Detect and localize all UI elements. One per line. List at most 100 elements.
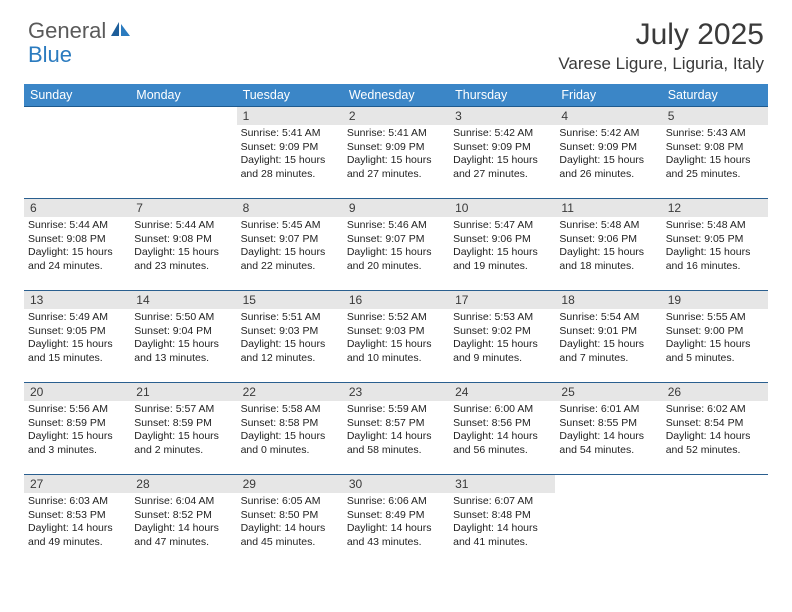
day-number: 22 bbox=[237, 383, 343, 401]
day-number: 30 bbox=[343, 475, 449, 493]
weekday-header: Tuesday bbox=[237, 84, 343, 107]
calendar-cell: .. bbox=[130, 107, 236, 199]
day-details: Sunrise: 5:48 AMSunset: 9:05 PMDaylight:… bbox=[662, 217, 768, 276]
calendar-row: 13Sunrise: 5:49 AMSunset: 9:05 PMDayligh… bbox=[24, 291, 768, 383]
calendar-cell: 13Sunrise: 5:49 AMSunset: 9:05 PMDayligh… bbox=[24, 291, 130, 383]
logo-text-general: General bbox=[28, 18, 106, 44]
calendar-cell: 15Sunrise: 5:51 AMSunset: 9:03 PMDayligh… bbox=[237, 291, 343, 383]
day-number: 11 bbox=[555, 199, 661, 217]
calendar-cell: 20Sunrise: 5:56 AMSunset: 8:59 PMDayligh… bbox=[24, 383, 130, 475]
day-details: Sunrise: 5:52 AMSunset: 9:03 PMDaylight:… bbox=[343, 309, 449, 368]
day-details: Sunrise: 5:49 AMSunset: 9:05 PMDaylight:… bbox=[24, 309, 130, 368]
header: General July 2025 Varese Ligure, Liguria… bbox=[0, 0, 792, 78]
day-details: Sunrise: 5:42 AMSunset: 9:09 PMDaylight:… bbox=[555, 125, 661, 184]
day-number: 24 bbox=[449, 383, 555, 401]
title-block: July 2025 Varese Ligure, Liguria, Italy bbox=[558, 18, 764, 74]
day-number: 27 bbox=[24, 475, 130, 493]
day-number: 8 bbox=[237, 199, 343, 217]
calendar-table: SundayMondayTuesdayWednesdayThursdayFrid… bbox=[24, 84, 768, 567]
logo: General bbox=[28, 18, 134, 44]
day-number: 18 bbox=[555, 291, 661, 309]
day-details: Sunrise: 5:44 AMSunset: 9:08 PMDaylight:… bbox=[130, 217, 236, 276]
day-details: Sunrise: 5:45 AMSunset: 9:07 PMDaylight:… bbox=[237, 217, 343, 276]
day-number: 21 bbox=[130, 383, 236, 401]
day-details: Sunrise: 5:43 AMSunset: 9:08 PMDaylight:… bbox=[662, 125, 768, 184]
day-details: Sunrise: 5:51 AMSunset: 9:03 PMDaylight:… bbox=[237, 309, 343, 368]
day-details: Sunrise: 5:50 AMSunset: 9:04 PMDaylight:… bbox=[130, 309, 236, 368]
weekday-header: Sunday bbox=[24, 84, 130, 107]
day-details: Sunrise: 5:54 AMSunset: 9:01 PMDaylight:… bbox=[555, 309, 661, 368]
calendar-cell: 30Sunrise: 6:06 AMSunset: 8:49 PMDayligh… bbox=[343, 475, 449, 567]
calendar-cell: 26Sunrise: 6:02 AMSunset: 8:54 PMDayligh… bbox=[662, 383, 768, 475]
logo-sail-icon bbox=[110, 21, 132, 44]
calendar-cell: 7Sunrise: 5:44 AMSunset: 9:08 PMDaylight… bbox=[130, 199, 236, 291]
day-number: 7 bbox=[130, 199, 236, 217]
day-details: Sunrise: 6:06 AMSunset: 8:49 PMDaylight:… bbox=[343, 493, 449, 552]
day-number: 16 bbox=[343, 291, 449, 309]
calendar-row: 6Sunrise: 5:44 AMSunset: 9:08 PMDaylight… bbox=[24, 199, 768, 291]
day-details: Sunrise: 6:05 AMSunset: 8:50 PMDaylight:… bbox=[237, 493, 343, 552]
day-number: 12 bbox=[662, 199, 768, 217]
day-details: Sunrise: 6:01 AMSunset: 8:55 PMDaylight:… bbox=[555, 401, 661, 460]
day-number: 15 bbox=[237, 291, 343, 309]
calendar-cell: 23Sunrise: 5:59 AMSunset: 8:57 PMDayligh… bbox=[343, 383, 449, 475]
day-number: 1 bbox=[237, 107, 343, 125]
calendar-cell: .. bbox=[555, 475, 661, 567]
calendar-cell: 10Sunrise: 5:47 AMSunset: 9:06 PMDayligh… bbox=[449, 199, 555, 291]
day-details: Sunrise: 5:46 AMSunset: 9:07 PMDaylight:… bbox=[343, 217, 449, 276]
calendar-cell: 24Sunrise: 6:00 AMSunset: 8:56 PMDayligh… bbox=[449, 383, 555, 475]
day-number: 10 bbox=[449, 199, 555, 217]
day-details: Sunrise: 6:04 AMSunset: 8:52 PMDaylight:… bbox=[130, 493, 236, 552]
day-number: 20 bbox=[24, 383, 130, 401]
calendar-cell: 25Sunrise: 6:01 AMSunset: 8:55 PMDayligh… bbox=[555, 383, 661, 475]
calendar-cell: 17Sunrise: 5:53 AMSunset: 9:02 PMDayligh… bbox=[449, 291, 555, 383]
calendar-cell: 3Sunrise: 5:42 AMSunset: 9:09 PMDaylight… bbox=[449, 107, 555, 199]
calendar-cell: 5Sunrise: 5:43 AMSunset: 9:08 PMDaylight… bbox=[662, 107, 768, 199]
day-details: Sunrise: 5:57 AMSunset: 8:59 PMDaylight:… bbox=[130, 401, 236, 460]
calendar-cell: .. bbox=[662, 475, 768, 567]
day-number: 31 bbox=[449, 475, 555, 493]
calendar-cell: 27Sunrise: 6:03 AMSunset: 8:53 PMDayligh… bbox=[24, 475, 130, 567]
calendar-cell: 14Sunrise: 5:50 AMSunset: 9:04 PMDayligh… bbox=[130, 291, 236, 383]
calendar-cell: 16Sunrise: 5:52 AMSunset: 9:03 PMDayligh… bbox=[343, 291, 449, 383]
day-details: Sunrise: 5:41 AMSunset: 9:09 PMDaylight:… bbox=[237, 125, 343, 184]
calendar-header-row: SundayMondayTuesdayWednesdayThursdayFrid… bbox=[24, 84, 768, 107]
day-details: Sunrise: 5:44 AMSunset: 9:08 PMDaylight:… bbox=[24, 217, 130, 276]
location-text: Varese Ligure, Liguria, Italy bbox=[558, 54, 764, 74]
calendar-cell: 19Sunrise: 5:55 AMSunset: 9:00 PMDayligh… bbox=[662, 291, 768, 383]
day-number: 29 bbox=[237, 475, 343, 493]
day-number: 13 bbox=[24, 291, 130, 309]
calendar-cell: 22Sunrise: 5:58 AMSunset: 8:58 PMDayligh… bbox=[237, 383, 343, 475]
calendar-cell: 9Sunrise: 5:46 AMSunset: 9:07 PMDaylight… bbox=[343, 199, 449, 291]
weekday-header: Friday bbox=[555, 84, 661, 107]
day-details: Sunrise: 5:58 AMSunset: 8:58 PMDaylight:… bbox=[237, 401, 343, 460]
day-number: 23 bbox=[343, 383, 449, 401]
day-details: Sunrise: 5:42 AMSunset: 9:09 PMDaylight:… bbox=[449, 125, 555, 184]
day-number: 26 bbox=[662, 383, 768, 401]
day-details: Sunrise: 5:41 AMSunset: 9:09 PMDaylight:… bbox=[343, 125, 449, 184]
weekday-header: Thursday bbox=[449, 84, 555, 107]
weekday-header: Wednesday bbox=[343, 84, 449, 107]
day-number: 4 bbox=[555, 107, 661, 125]
day-details: Sunrise: 5:59 AMSunset: 8:57 PMDaylight:… bbox=[343, 401, 449, 460]
weekday-header: Monday bbox=[130, 84, 236, 107]
calendar-cell: 11Sunrise: 5:48 AMSunset: 9:06 PMDayligh… bbox=[555, 199, 661, 291]
day-details: Sunrise: 5:53 AMSunset: 9:02 PMDaylight:… bbox=[449, 309, 555, 368]
calendar-cell: 21Sunrise: 5:57 AMSunset: 8:59 PMDayligh… bbox=[130, 383, 236, 475]
calendar-cell: 28Sunrise: 6:04 AMSunset: 8:52 PMDayligh… bbox=[130, 475, 236, 567]
day-number: 17 bbox=[449, 291, 555, 309]
day-number: 14 bbox=[130, 291, 236, 309]
calendar-cell: 6Sunrise: 5:44 AMSunset: 9:08 PMDaylight… bbox=[24, 199, 130, 291]
calendar-row: 27Sunrise: 6:03 AMSunset: 8:53 PMDayligh… bbox=[24, 475, 768, 567]
day-number: 28 bbox=[130, 475, 236, 493]
calendar-cell: 31Sunrise: 6:07 AMSunset: 8:48 PMDayligh… bbox=[449, 475, 555, 567]
logo-text-blue: Blue bbox=[28, 42, 72, 67]
calendar-row: 20Sunrise: 5:56 AMSunset: 8:59 PMDayligh… bbox=[24, 383, 768, 475]
day-details: Sunrise: 6:03 AMSunset: 8:53 PMDaylight:… bbox=[24, 493, 130, 552]
day-number: 3 bbox=[449, 107, 555, 125]
day-number: 6 bbox=[24, 199, 130, 217]
day-details: Sunrise: 6:07 AMSunset: 8:48 PMDaylight:… bbox=[449, 493, 555, 552]
calendar-cell: 29Sunrise: 6:05 AMSunset: 8:50 PMDayligh… bbox=[237, 475, 343, 567]
day-details: Sunrise: 6:00 AMSunset: 8:56 PMDaylight:… bbox=[449, 401, 555, 460]
day-details: Sunrise: 5:47 AMSunset: 9:06 PMDaylight:… bbox=[449, 217, 555, 276]
